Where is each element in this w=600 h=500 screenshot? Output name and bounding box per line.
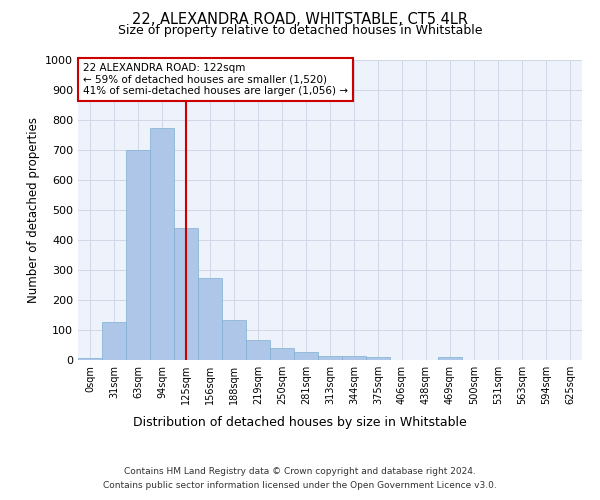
Text: Size of property relative to detached houses in Whitstable: Size of property relative to detached ho… — [118, 24, 482, 37]
Text: Distribution of detached houses by size in Whitstable: Distribution of detached houses by size … — [133, 416, 467, 429]
Text: 22, ALEXANDRA ROAD, WHITSTABLE, CT5 4LR: 22, ALEXANDRA ROAD, WHITSTABLE, CT5 4LR — [132, 12, 468, 28]
Text: Contains public sector information licensed under the Open Government Licence v3: Contains public sector information licen… — [103, 480, 497, 490]
Bar — [318, 356, 342, 360]
Bar — [102, 322, 126, 360]
Bar — [294, 352, 318, 360]
Text: Contains HM Land Registry data © Crown copyright and database right 2024.: Contains HM Land Registry data © Crown c… — [124, 466, 476, 475]
Bar — [342, 356, 366, 360]
Bar — [366, 357, 390, 360]
Bar — [150, 128, 174, 360]
Bar — [246, 340, 270, 360]
Y-axis label: Number of detached properties: Number of detached properties — [26, 117, 40, 303]
Bar — [174, 228, 198, 360]
Text: 22 ALEXANDRA ROAD: 122sqm
← 59% of detached houses are smaller (1,520)
41% of se: 22 ALEXANDRA ROAD: 122sqm ← 59% of detac… — [83, 63, 348, 96]
Bar — [270, 348, 294, 360]
Bar — [222, 320, 246, 360]
Bar — [126, 150, 150, 360]
Bar — [438, 357, 462, 360]
Bar — [198, 278, 222, 360]
Bar — [78, 358, 102, 360]
